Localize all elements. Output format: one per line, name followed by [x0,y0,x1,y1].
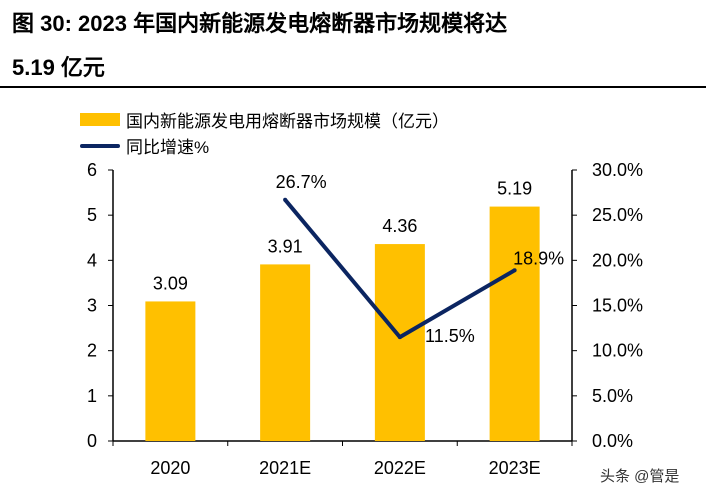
line-data-label: 18.9% [513,248,564,268]
right-tick-label: 15.0% [592,296,643,316]
left-tick-label: 5 [87,205,97,225]
left-tick-label: 6 [87,160,97,180]
right-tick-label: 5.0% [592,386,633,406]
bar-2023E [489,206,540,441]
left-tick-label: 2 [87,341,97,361]
legend-item-line: 同比增速% [80,133,209,158]
line-data-label: 11.5% [425,326,475,346]
x-tick-label: 2023E [489,458,541,478]
legend-label-line: 同比增速% [126,138,210,157]
left-tick-label: 4 [87,250,97,270]
right-tick-label: 20.0% [592,250,643,270]
line-point-2021E [283,197,288,202]
bar-data-label: 5.19 [497,179,532,199]
bar-data-label: 4.36 [382,216,417,236]
line-point-2022E [397,335,402,340]
x-tick-label: 2022E [374,458,426,478]
legend-swatch-line [80,143,120,148]
bar-2021E [260,264,311,441]
x-tick-label: 2021E [259,458,311,478]
legend-item-bar: 国内新能源发电用熔断器市场规模（亿元） [80,107,449,132]
legend-swatch-bar [80,113,120,126]
title-divider [0,86,706,88]
bar-data-label: 3.91 [268,236,303,256]
chart-title-line2: 5.19 亿元 [12,55,105,80]
left-tick-label: 3 [87,296,97,316]
right-tick-label: 0.0% [592,431,633,451]
bar-2022E [374,244,425,441]
left-tick-label: 1 [87,386,97,406]
chart-title-line1: 图 30: 2023 年国内新能源发电熔断器市场规模将达 [12,11,508,36]
line-point-2023E [512,268,517,273]
watermark: 头条 @管是 [600,468,680,485]
line-data-label: 26.7% [276,172,327,192]
bar-data-label: 3.09 [153,273,188,293]
right-tick-label: 30.0% [592,160,643,180]
legend-label-bar: 国内新能源发电用熔断器市场规模（亿元） [126,112,449,131]
left-tick-label: 0 [87,431,97,451]
x-tick-label: 2020 [150,458,190,478]
right-tick-label: 10.0% [592,341,643,361]
bar-2020 [145,301,196,441]
right-tick-label: 25.0% [592,205,643,225]
